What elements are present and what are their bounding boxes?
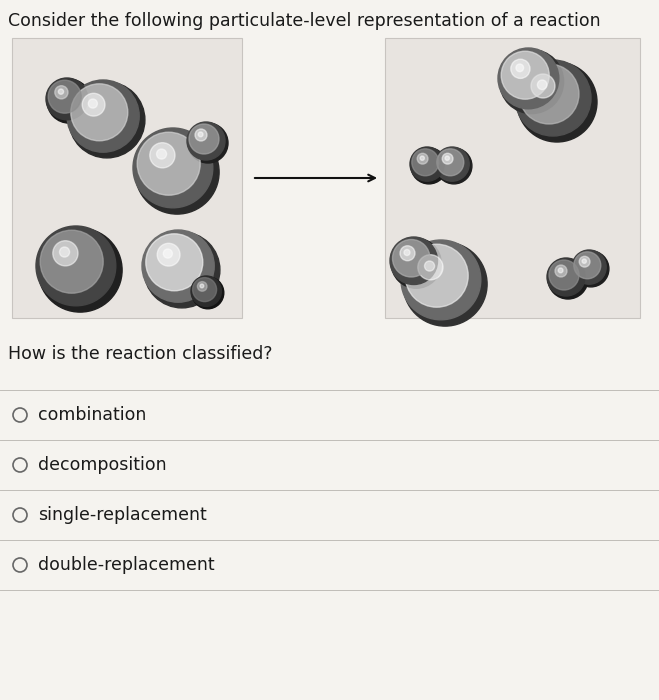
Circle shape bbox=[188, 123, 228, 163]
Circle shape bbox=[418, 255, 443, 280]
Circle shape bbox=[192, 276, 224, 309]
Circle shape bbox=[133, 128, 213, 208]
Text: Consider the following particulate-level representation of a reaction: Consider the following particulate-level… bbox=[8, 12, 600, 30]
Circle shape bbox=[88, 99, 98, 108]
Circle shape bbox=[393, 239, 430, 277]
Circle shape bbox=[435, 147, 469, 181]
Circle shape bbox=[537, 80, 547, 90]
Circle shape bbox=[187, 122, 225, 160]
Circle shape bbox=[411, 148, 447, 184]
Circle shape bbox=[189, 124, 219, 154]
Circle shape bbox=[192, 278, 217, 302]
Circle shape bbox=[82, 93, 105, 116]
Circle shape bbox=[531, 74, 555, 98]
Circle shape bbox=[47, 79, 91, 123]
Circle shape bbox=[424, 261, 434, 271]
Circle shape bbox=[572, 250, 606, 284]
Circle shape bbox=[548, 259, 588, 299]
Circle shape bbox=[71, 84, 128, 141]
Circle shape bbox=[200, 284, 204, 288]
Circle shape bbox=[401, 240, 481, 320]
Circle shape bbox=[198, 132, 203, 137]
Bar bbox=[385, 38, 640, 318]
Circle shape bbox=[573, 251, 609, 287]
Circle shape bbox=[158, 244, 180, 266]
Circle shape bbox=[555, 265, 567, 277]
Circle shape bbox=[59, 247, 70, 257]
Circle shape bbox=[436, 148, 472, 184]
Circle shape bbox=[515, 60, 591, 136]
Circle shape bbox=[67, 80, 139, 152]
Circle shape bbox=[69, 82, 145, 158]
Circle shape bbox=[142, 230, 214, 302]
Circle shape bbox=[195, 129, 207, 141]
Circle shape bbox=[40, 230, 103, 293]
Circle shape bbox=[410, 147, 444, 181]
Circle shape bbox=[157, 149, 167, 159]
Circle shape bbox=[403, 242, 487, 326]
Circle shape bbox=[48, 80, 81, 113]
Circle shape bbox=[135, 130, 219, 214]
Circle shape bbox=[498, 48, 559, 108]
Circle shape bbox=[511, 60, 530, 78]
Circle shape bbox=[405, 244, 468, 307]
Circle shape bbox=[391, 238, 442, 288]
Circle shape bbox=[579, 256, 590, 267]
Circle shape bbox=[390, 237, 438, 284]
Text: single-replacement: single-replacement bbox=[38, 506, 207, 524]
Circle shape bbox=[549, 260, 579, 290]
Text: How is the reaction classified?: How is the reaction classified? bbox=[8, 345, 273, 363]
Circle shape bbox=[163, 249, 173, 258]
Circle shape bbox=[404, 249, 410, 256]
Circle shape bbox=[547, 258, 585, 296]
Circle shape bbox=[412, 149, 439, 176]
Circle shape bbox=[137, 132, 200, 195]
Circle shape bbox=[445, 156, 449, 160]
Circle shape bbox=[501, 51, 549, 99]
Text: double-replacement: double-replacement bbox=[38, 556, 215, 574]
Text: decomposition: decomposition bbox=[38, 456, 167, 474]
Bar bbox=[12, 38, 242, 318]
Circle shape bbox=[574, 252, 601, 279]
Circle shape bbox=[500, 50, 563, 113]
Circle shape bbox=[55, 85, 68, 99]
Circle shape bbox=[417, 153, 428, 164]
Circle shape bbox=[400, 246, 415, 261]
Circle shape bbox=[558, 268, 563, 273]
Circle shape bbox=[191, 276, 221, 307]
Circle shape bbox=[420, 156, 424, 160]
Circle shape bbox=[198, 281, 207, 291]
Circle shape bbox=[146, 234, 203, 290]
Circle shape bbox=[58, 89, 64, 95]
Circle shape bbox=[519, 64, 579, 124]
Circle shape bbox=[437, 149, 464, 176]
Circle shape bbox=[150, 143, 175, 168]
Circle shape bbox=[144, 232, 220, 308]
Circle shape bbox=[36, 226, 116, 306]
Circle shape bbox=[442, 153, 453, 164]
Circle shape bbox=[516, 64, 524, 71]
Text: combination: combination bbox=[38, 406, 146, 424]
Circle shape bbox=[46, 78, 88, 120]
Circle shape bbox=[517, 62, 597, 142]
Circle shape bbox=[38, 228, 122, 312]
Circle shape bbox=[53, 241, 78, 266]
Circle shape bbox=[582, 259, 587, 263]
